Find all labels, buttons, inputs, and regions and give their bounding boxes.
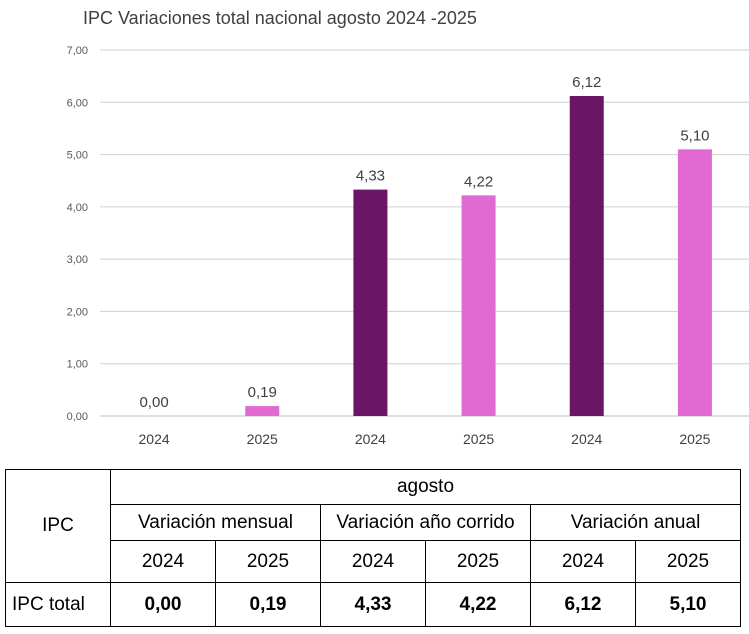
x-tick-label: 2024 (571, 431, 602, 447)
bar-2024 (353, 189, 388, 416)
table-value: 0,19 (215, 582, 321, 627)
table-value: 4,33 (320, 582, 426, 627)
y-tick-label: 1,00 (67, 359, 88, 371)
table-row-label: IPC total (5, 582, 111, 627)
table-value: 5,10 (634, 582, 742, 627)
table-year: 2025 (425, 540, 531, 583)
table-group-anio-corrido: Variación año corrido (320, 504, 531, 541)
label-layer: 0,00 2024 0,19 2025 4,33 2024 4,22 2025 6,12 2024… (139, 74, 711, 447)
table-period-header: agosto (109, 469, 742, 505)
x-tick-label: 2025 (463, 431, 494, 447)
x-tick-label: 2024 (355, 431, 386, 447)
y-tick-label: 4,00 (67, 202, 88, 214)
y-tick-label: 3,00 (67, 254, 88, 266)
chart-title: IPC Variaciones total nacional agosto 20… (83, 8, 477, 28)
bar-2025 (245, 406, 280, 416)
bar-chart: IPC Variaciones total nacional agosto 20… (67, 8, 749, 447)
y-tick-label: 0,00 (67, 411, 88, 423)
y-tick-label: 5,00 (67, 150, 88, 162)
grid-layer: 0,00 1,00 2,00 3,00 4,00 5,00 6,00 7,00 (67, 45, 749, 423)
y-tick-label: 7,00 (67, 45, 88, 57)
table-group-mensual: Variación mensual (110, 504, 321, 541)
table-row-header: IPC (5, 469, 111, 583)
data-label: 4,33 (356, 168, 385, 185)
x-tick-label: 2025 (679, 431, 710, 447)
table-year: 2024 (320, 540, 426, 583)
bar-2024 (569, 96, 604, 417)
data-label: 5,10 (680, 127, 709, 144)
data-label: 0,19 (248, 384, 277, 401)
x-tick-label: 2024 (139, 431, 170, 447)
table-value: 0,00 (110, 582, 216, 627)
table-value: 6,12 (530, 582, 636, 627)
table-group-anual: Variación anual (529, 504, 742, 541)
data-label: 0,00 (139, 394, 168, 411)
bar-2025 (677, 149, 712, 417)
y-tick-label: 6,00 (67, 97, 88, 109)
data-label: 6,12 (572, 74, 601, 91)
table-year: 2025 (634, 540, 742, 583)
table-year: 2024 (110, 540, 216, 583)
bar-layer (245, 96, 712, 417)
table-year: 2024 (530, 540, 636, 583)
x-tick-label: 2025 (247, 431, 278, 447)
bar-2025 (461, 195, 496, 416)
data-label: 4,22 (464, 173, 493, 190)
table-year: 2025 (215, 540, 321, 583)
ipc-table: IPC agosto Variación mensual Variación a… (5, 469, 742, 627)
y-tick-label: 2,00 (67, 306, 88, 318)
table-value: 4,22 (425, 582, 531, 627)
